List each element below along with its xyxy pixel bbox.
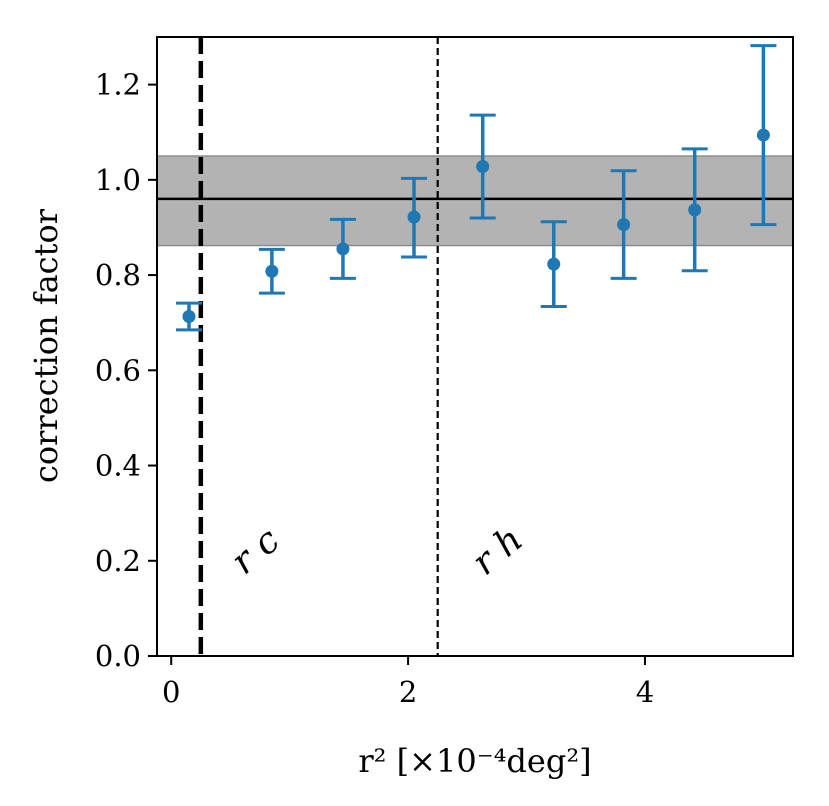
y-tick-label: 1.0 bbox=[95, 163, 141, 197]
y-tick-label: 0.2 bbox=[95, 544, 141, 578]
data-point bbox=[547, 257, 561, 271]
x-axis: 0 2 4 bbox=[162, 656, 654, 709]
data-point bbox=[617, 218, 631, 232]
uncertainty-band bbox=[157, 155, 793, 247]
data-point bbox=[688, 203, 702, 217]
x-tick-label: 4 bbox=[636, 675, 654, 709]
y-tick-label: 0.8 bbox=[95, 258, 141, 292]
y-tick-label: 0.6 bbox=[95, 353, 141, 387]
x-axis-label: r² [×10⁻⁴deg²] bbox=[358, 742, 591, 780]
y-tick-label: 1.2 bbox=[95, 68, 141, 102]
x-tick-label: 0 bbox=[162, 675, 180, 709]
data-point bbox=[407, 210, 421, 224]
data-point bbox=[182, 310, 196, 324]
y-axis-label: correction factor bbox=[27, 208, 65, 483]
data-point bbox=[756, 128, 770, 142]
data-point bbox=[476, 160, 490, 174]
x-tick-label: 2 bbox=[399, 675, 417, 709]
data-point bbox=[265, 264, 279, 278]
plot-area bbox=[157, 37, 793, 656]
y-tick-label: 0.4 bbox=[95, 449, 141, 483]
y-tick-label: 0.0 bbox=[95, 639, 141, 673]
axes-frame bbox=[156, 36, 794, 657]
y-axis: 0.0 0.2 0.4 0.6 0.8 1.0 1.2 bbox=[95, 68, 157, 673]
data-point bbox=[336, 242, 350, 256]
